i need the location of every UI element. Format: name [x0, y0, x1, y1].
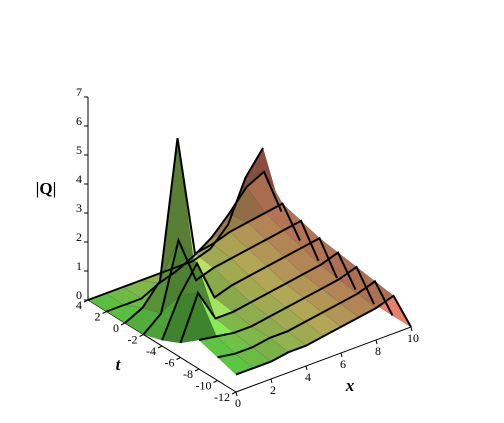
profile-line — [87, 147, 264, 301]
z-tick-label: 6 — [76, 114, 82, 128]
x-axis — [235, 326, 412, 393]
x-tick-label: 2 — [270, 383, 276, 397]
y-tick-label: -10 — [196, 378, 212, 392]
y-axis-label: t — [116, 355, 122, 374]
y-tick — [83, 299, 89, 303]
x-axis-label: x — [345, 376, 355, 395]
x-tick — [340, 352, 343, 358]
profile-line — [179, 251, 357, 344]
z-tick-label: 1 — [76, 259, 82, 273]
y-tick — [213, 380, 218, 383]
x-tick — [410, 326, 413, 332]
profile-line — [161, 236, 338, 341]
profile-line — [217, 279, 394, 359]
z-tick-label: 3 — [76, 201, 82, 215]
z-tick-label: 0 — [76, 288, 82, 302]
x-tick — [235, 391, 238, 397]
x-tick-label: 4 — [305, 370, 311, 384]
x-tick — [270, 378, 273, 384]
y-tick-label: -4 — [146, 344, 156, 358]
z-tick-label: 5 — [76, 143, 82, 157]
z-tick-label: 2 — [76, 230, 82, 244]
y-tick — [139, 334, 144, 337]
y-tick — [102, 311, 107, 314]
x-tick-label: 10 — [407, 331, 419, 345]
y-tick — [176, 357, 181, 360]
profile-line — [106, 170, 283, 313]
y-tick — [120, 322, 126, 326]
y-tick — [157, 345, 163, 349]
profile-line — [142, 219, 320, 336]
y-tick-label: 4 — [76, 298, 82, 312]
z-axis-label: |Q| — [36, 179, 57, 198]
y-tick — [194, 368, 200, 372]
y-tick-label: -6 — [165, 355, 175, 369]
x-tick-label: 8 — [375, 344, 381, 358]
x-tick-label: 6 — [340, 357, 346, 371]
x-tick — [305, 365, 308, 371]
y-tick — [231, 391, 237, 395]
profile-line — [198, 265, 375, 341]
profile-line — [235, 294, 412, 376]
y-tick-label: -12 — [214, 390, 230, 404]
y-tick-label: 0 — [113, 321, 119, 335]
y-tick-label: -8 — [183, 367, 193, 381]
y-tick-label: 2 — [95, 309, 101, 323]
z-tick-label: 7 — [76, 85, 82, 99]
x-tick-label: 0 — [235, 396, 241, 410]
y-tick-label: -2 — [128, 332, 138, 346]
x-tick — [375, 339, 378, 345]
profile-line — [124, 138, 301, 324]
z-tick-label: 4 — [76, 172, 82, 186]
